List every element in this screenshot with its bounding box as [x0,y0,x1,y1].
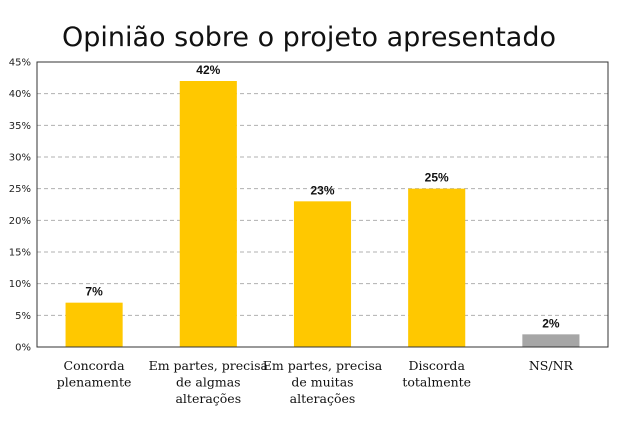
x-category-label: de algmas [176,375,241,390]
x-category-label: Em partes, precisa [263,358,383,373]
y-tick-label: 25% [9,184,31,195]
bar [65,302,123,347]
plot-area-frame [36,61,609,348]
x-category-label: totalmente [402,375,471,390]
y-tick-label: 40% [9,89,31,100]
y-axis: 0% 5% 10% 15% 20% 25% 30% 35% 40% 45% [9,58,31,354]
y-tick-label: 35% [9,121,31,132]
y-tick-label: 15% [9,248,31,259]
y-tick-label: 10% [9,279,31,290]
x-category-label: alterações [290,391,356,406]
data-label: 25% [425,171,449,185]
x-category-label: NS/NR [529,358,574,373]
y-tick-label: 30% [9,153,31,164]
x-category-label: Em partes, precisa [149,358,269,373]
y-tick-label: 5% [15,311,31,322]
data-labels: 7% 42% 23% 25% 2% [85,63,559,330]
bar [408,188,466,347]
x-axis-categories: Concorda plenamente Em partes, precisa de a… [57,358,574,406]
x-category-label: alterações [175,391,241,406]
y-tick-label: 45% [9,58,31,69]
y-tick-label: 0% [15,343,31,354]
x-category-label: plenamente [57,375,132,390]
data-label: 2% [542,316,560,330]
data-label: 23% [310,183,334,197]
x-category-label: Concorda [64,358,126,373]
bar [293,201,352,347]
x-category-label: Discorda [409,358,466,373]
x-category-label: de muitas [291,375,353,390]
bar [179,81,237,347]
data-label: 42% [196,63,220,77]
bar [522,334,580,347]
chart-title: Opinião sobre o projeto apresentado [62,22,556,53]
bars [65,81,580,347]
y-tick-label: 20% [9,216,31,227]
data-label: 7% [85,285,103,299]
